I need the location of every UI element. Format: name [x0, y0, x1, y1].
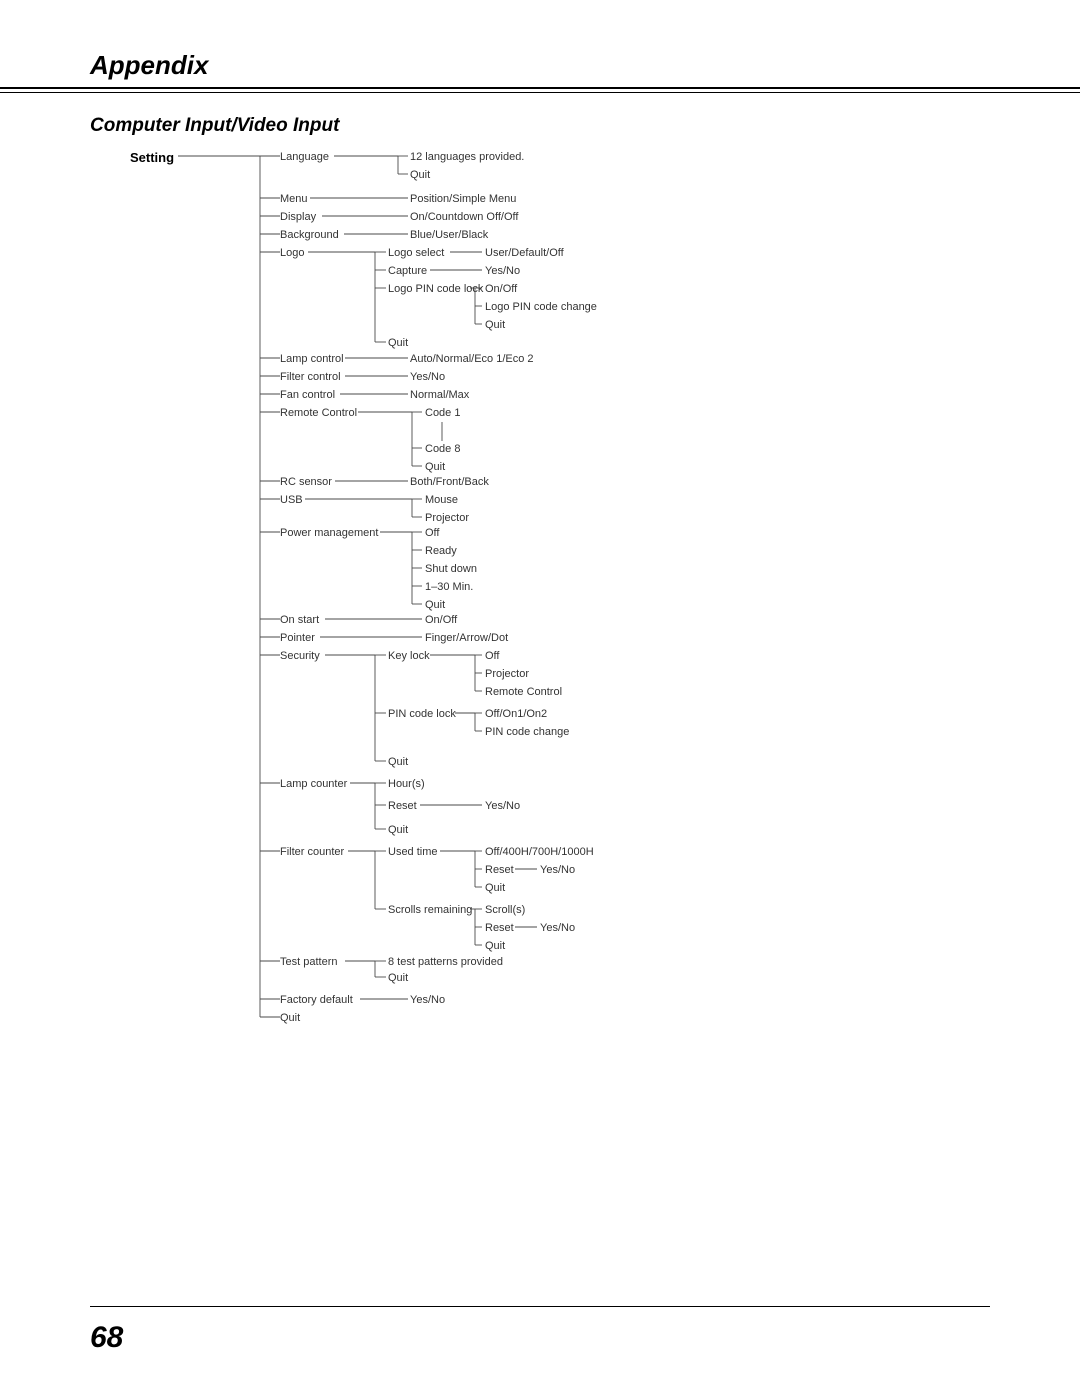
key-proj: Projector	[485, 669, 529, 680]
logo-pin-value: On/Off	[485, 284, 517, 295]
lang-quit: Quit	[410, 170, 430, 181]
logo-quit: Quit	[388, 338, 408, 349]
l1-lamp-control: Lamp control	[280, 354, 344, 365]
pm-ready: Ready	[425, 546, 457, 557]
footer-rule	[90, 1306, 990, 1307]
root-setting: Setting	[130, 151, 174, 164]
rc-sensor-value: Both/Front/Back	[410, 477, 489, 488]
tp-value: 8 test patterns provided	[388, 957, 503, 968]
l1-power-mgmt: Power management	[280, 528, 378, 539]
rc-quit: Quit	[425, 462, 445, 473]
l1-filter-counter: Filter counter	[280, 847, 344, 858]
logo-pin-quit: Quit	[485, 320, 505, 331]
pin-lock-value: Off/On1/On2	[485, 709, 547, 720]
logo-pin-change: Logo PIN code change	[485, 302, 597, 313]
pin-change: PIN code change	[485, 727, 569, 738]
pointer-value: Finger/Arrow/Dot	[425, 633, 508, 644]
logo-capture-value: Yes/No	[485, 266, 520, 277]
l1-background: Background	[280, 230, 339, 241]
l1-pointer: Pointer	[280, 633, 315, 644]
appendix-heading: Appendix	[90, 50, 990, 81]
key-rc: Remote Control	[485, 687, 562, 698]
logo-pin-lock: Logo PIN code lock	[388, 284, 483, 295]
l1-security: Security	[280, 651, 320, 662]
page-number: 68	[90, 1321, 123, 1355]
l1-filter-control: Filter control	[280, 372, 341, 383]
menu-value: Position/Simple Menu	[410, 194, 516, 205]
fc-sreset: Reset	[485, 923, 514, 934]
pin-lock: PIN code lock	[388, 709, 456, 720]
menu-tree: Setting Language Menu Display Background…	[130, 151, 1030, 1051]
fc-used: Used time	[388, 847, 438, 858]
logo-select-value: User/Default/Off	[485, 248, 564, 259]
l1-factory-default: Factory default	[280, 995, 353, 1006]
lc-hours: Hour(s)	[388, 779, 425, 790]
l1-lamp-counter: Lamp counter	[280, 779, 347, 790]
key-off: Off	[485, 651, 499, 662]
on-start-value: On/Off	[425, 615, 457, 626]
lc-reset: Reset	[388, 801, 417, 812]
logo-capture: Capture	[388, 266, 427, 277]
pm-quit: Quit	[425, 600, 445, 611]
filter-control-value: Yes/No	[410, 372, 445, 383]
l1-remote-control: Remote Control	[280, 408, 357, 419]
tree-lines	[130, 151, 1030, 1051]
l1-logo: Logo	[280, 248, 304, 259]
l1-quit: Quit	[280, 1013, 300, 1024]
fc-used-value: Off/400H/700H/1000H	[485, 847, 594, 858]
sec-quit: Quit	[388, 757, 408, 768]
fc-scrolls: Scrolls remaining	[388, 905, 472, 916]
fd-value: Yes/No	[410, 995, 445, 1006]
l1-rc-sensor: RC sensor	[280, 477, 332, 488]
l1-fan-control: Fan control	[280, 390, 335, 401]
background-value: Blue/User/Black	[410, 230, 488, 241]
fc-sreset-value: Yes/No	[540, 923, 575, 934]
fc-squit: Quit	[485, 941, 505, 952]
section-title: Computer Input/Video Input	[90, 115, 990, 137]
l1-language: Language	[280, 152, 329, 163]
lc-reset-value: Yes/No	[485, 801, 520, 812]
tp-quit: Quit	[388, 973, 408, 984]
l1-on-start: On start	[280, 615, 319, 626]
fan-control-value: Normal/Max	[410, 390, 469, 401]
pm-off: Off	[425, 528, 439, 539]
l1-display: Display	[280, 212, 316, 223]
usb-projector: Projector	[425, 513, 469, 524]
l1-menu: Menu	[280, 194, 308, 205]
display-value: On/Countdown Off/Off	[410, 212, 518, 223]
logo-select: Logo select	[388, 248, 444, 259]
l1-test-pattern: Test pattern	[280, 957, 337, 968]
rc-code8: Code 8	[425, 444, 460, 455]
fc-reset: Reset	[485, 865, 514, 876]
lamp-control-value: Auto/Normal/Eco 1/Eco 2	[410, 354, 534, 365]
usb-mouse: Mouse	[425, 495, 458, 506]
pm-shut: Shut down	[425, 564, 477, 575]
header-rule	[0, 87, 1080, 93]
l1-usb: USB	[280, 495, 303, 506]
pm-min: 1–30 Min.	[425, 582, 473, 593]
fc-reset-value: Yes/No	[540, 865, 575, 876]
fc-scroll-value: Scroll(s)	[485, 905, 525, 916]
fc-quit: Quit	[485, 883, 505, 894]
key-lock: Key lock	[388, 651, 430, 662]
lc-quit: Quit	[388, 825, 408, 836]
rc-code1: Code 1	[425, 408, 460, 419]
lang-provided: 12 languages provided.	[410, 152, 524, 163]
